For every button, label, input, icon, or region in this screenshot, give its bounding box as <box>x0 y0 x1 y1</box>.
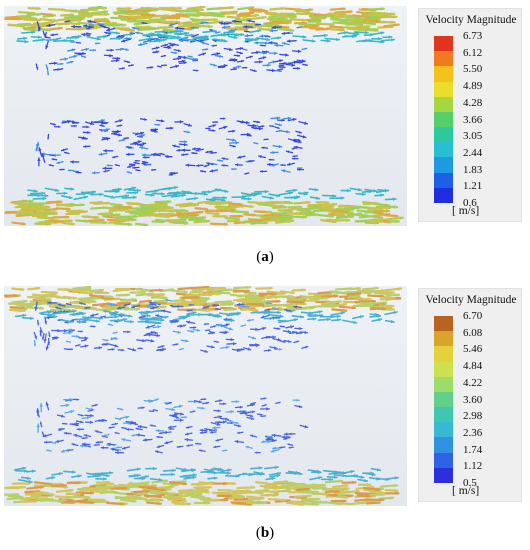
colorbar-cell <box>434 127 453 143</box>
panel-a: Velocity Magnitude 6.73 6.12 5.50 4.89 4.28 3… <box>0 0 530 240</box>
colorbar-cell <box>434 157 453 174</box>
colorbar-tick-label: 1.21 <box>463 180 483 193</box>
caption-letter-a: a <box>261 249 269 265</box>
colorbar-cell <box>434 437 453 454</box>
colorbar-cell <box>434 66 453 83</box>
colorbar-cell <box>434 346 453 363</box>
colorbar-tick-label: 4.84 <box>463 360 483 373</box>
colorbar-cell <box>434 391 453 408</box>
colorbar-tick-label: 6.12 <box>463 46 483 59</box>
colorbar-cell <box>434 96 453 113</box>
colorbar-tick-label: 0.6 <box>463 197 477 209</box>
colorbar-cell <box>434 361 453 378</box>
colorbar-tick-label: 4.28 <box>463 96 483 109</box>
legend-a: Velocity Magnitude 6.73 6.12 5.50 4.89 4.28 3… <box>418 8 522 222</box>
legend-title-a: Velocity Magnitude <box>425 14 517 26</box>
colorbar-tick-label: 2.36 <box>463 426 483 439</box>
colorbar-tick-label: 1.83 <box>463 163 483 176</box>
colorbar-a <box>434 36 453 204</box>
colorbar-cell <box>434 81 453 98</box>
vector-plot-a <box>4 6 404 226</box>
colorbar-tick-label: 4.22 <box>463 376 483 389</box>
colorbar-cell <box>434 142 453 158</box>
colorbar-cell <box>434 467 453 484</box>
colorbar-tick-label: 6.73 <box>463 30 483 42</box>
colorbar-tick-label: 3.66 <box>463 113 483 126</box>
velocity-field-b <box>4 286 407 506</box>
colorbar-cell <box>434 36 453 52</box>
caption-a: (a) <box>256 249 274 265</box>
colorbar-tick-label: 1.12 <box>463 460 483 473</box>
colorbar-tick-label: 6.08 <box>463 326 483 339</box>
colorbar-tick-label: 2.98 <box>463 410 483 423</box>
colorbar-cell <box>434 172 453 189</box>
colorbar-tick-label: 1.74 <box>463 443 483 456</box>
colorbar-b <box>434 316 453 484</box>
colorbar-tick-label: 4.89 <box>463 80 483 93</box>
velocity-field-a <box>4 6 407 226</box>
vector-plot-b <box>4 286 403 506</box>
colorbar-cell <box>434 331 453 347</box>
colorbar-cell <box>434 452 453 469</box>
colorbar-cell <box>434 51 453 67</box>
legend-title-b: Velocity Magnitude <box>425 294 517 306</box>
colorbar-tick-label: 0.5 <box>463 477 477 489</box>
legend-b: Velocity Magnitude 6.70 6.08 5.46 4.84 4.22 3… <box>418 288 522 502</box>
colorbar-cell <box>434 407 453 423</box>
colorbar-tick-label: 2.44 <box>463 146 483 159</box>
caption-b: (b) <box>255 525 275 541</box>
colorbar-tick-label: 6.70 <box>463 310 483 322</box>
colorbar-tick-label: 5.46 <box>463 343 483 356</box>
unit-label-b: [ m/s] <box>452 485 480 497</box>
caption-letter-b: b <box>260 525 270 541</box>
colorbar-cell <box>434 316 453 332</box>
colorbar-tick-label: 5.50 <box>463 63 483 76</box>
panel-b: Velocity Magnitude 6.70 6.08 5.46 4.84 4.22 3… <box>0 280 530 520</box>
colorbar-cell <box>434 422 453 438</box>
colorbar-cell <box>434 187 453 204</box>
colorbar-tick-label: 3.60 <box>463 393 483 406</box>
unit-label-a: [ m/s] <box>452 205 480 217</box>
colorbar-cell <box>434 376 453 393</box>
colorbar-tick-label: 3.05 <box>463 130 483 143</box>
colorbar-cell <box>434 111 453 128</box>
